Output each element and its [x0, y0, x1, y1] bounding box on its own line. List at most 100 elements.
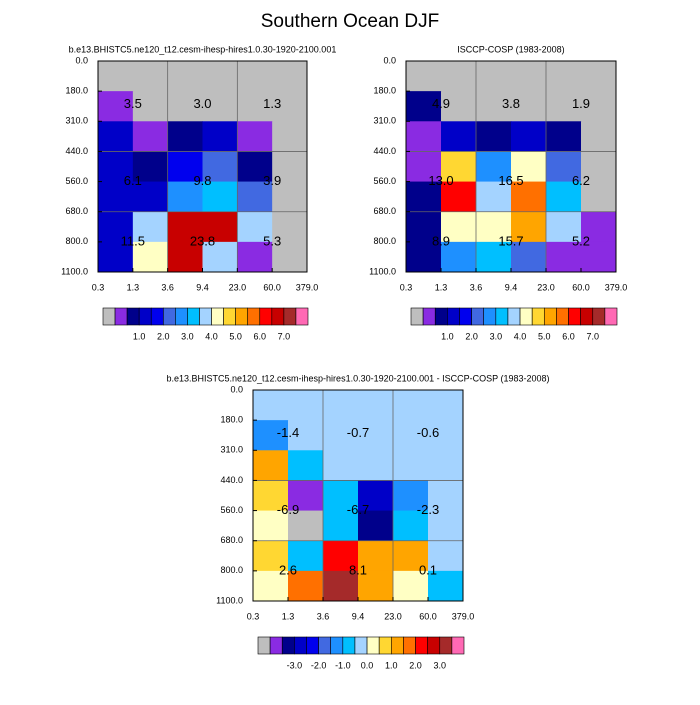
colorbar-box	[162, 307, 176, 326]
block-total: -6.7	[347, 502, 369, 517]
cell	[393, 510, 429, 542]
colorbar-box	[447, 307, 460, 326]
colorbar-box	[556, 307, 569, 326]
cell	[132, 121, 169, 152]
colorbar-label: 2.0	[465, 331, 478, 341]
colorbar-box	[568, 307, 581, 326]
colorbar-box	[543, 307, 557, 326]
y-tick-label: 180.0	[220, 415, 243, 425]
cell	[441, 211, 477, 243]
colorbar-box	[580, 307, 594, 326]
cell	[288, 450, 324, 481]
cell	[511, 121, 547, 152]
x-tick-label: 379.0	[296, 282, 319, 292]
cell	[428, 450, 464, 481]
colorbar-box	[175, 307, 188, 326]
colorbar-box	[150, 307, 164, 326]
colorbar-box	[199, 307, 212, 326]
x-tick-label: 1.3	[127, 282, 140, 292]
missing-cell	[167, 91, 203, 122]
cell	[323, 510, 359, 542]
cell	[406, 211, 442, 243]
y-tick-label: 680.0	[220, 535, 243, 545]
block-total: 8.1	[349, 562, 367, 577]
cell	[132, 211, 169, 243]
cell	[202, 211, 238, 243]
x-tick-label: 3.6	[161, 282, 174, 292]
missing-cell	[272, 121, 308, 152]
x-tick-label: 3.6	[470, 282, 483, 292]
colorbar-label: -3.0	[287, 660, 303, 670]
cell	[237, 121, 273, 152]
cell	[358, 390, 394, 421]
colorbar-box	[439, 636, 453, 655]
y-tick-label: 560.0	[65, 176, 88, 186]
colorbar-label: 7.0	[278, 331, 291, 341]
missing-cell	[272, 211, 308, 243]
colorbar-label: 4.0	[205, 331, 218, 341]
block-total: 1.9	[572, 96, 590, 111]
colorbar-label: 3.0	[434, 660, 447, 670]
cell	[237, 181, 273, 213]
colorbar-box	[283, 307, 297, 326]
block-total: 4.9	[432, 96, 450, 111]
missing-cell	[476, 61, 512, 92]
colorbar-box	[223, 307, 236, 326]
cell	[167, 211, 203, 243]
colorbar-label: 6.0	[562, 331, 575, 341]
cell	[98, 151, 134, 183]
panel-title: b.e13.BHISTC5.ne120_t12.cesm-ihesp-hires…	[69, 44, 337, 54]
cell	[406, 151, 442, 183]
figure-title: Southern Ocean DJF	[261, 11, 439, 32]
colorbar-box	[459, 307, 472, 326]
colorbar-box	[354, 636, 368, 655]
missing-cell	[132, 61, 169, 92]
cell	[476, 151, 512, 183]
colorbar-box	[269, 636, 283, 655]
x-tick-label: 0.3	[400, 282, 413, 292]
block-total: 3.0	[193, 96, 211, 111]
y-tick-label: 310.0	[220, 445, 243, 455]
colorbar-box	[306, 636, 319, 655]
block-total: 23.8	[190, 233, 215, 248]
colorbar-box	[247, 307, 261, 326]
cell	[98, 241, 134, 273]
y-tick-label: 180.0	[65, 86, 88, 96]
cell	[167, 241, 203, 273]
cell	[358, 510, 394, 542]
cell	[546, 241, 582, 273]
block-total: 3.8	[502, 96, 520, 111]
colorbar-box	[604, 307, 618, 326]
x-tick-label: 0.3	[92, 282, 105, 292]
cell	[167, 151, 203, 183]
x-tick-label: 9.4	[196, 282, 209, 292]
colorbar-box	[138, 307, 152, 326]
x-tick-label: 3.6	[317, 611, 330, 621]
colorbar-box	[366, 636, 380, 655]
x-tick-label: 60.0	[419, 611, 437, 621]
x-tick-label: 1.3	[282, 611, 295, 621]
cell	[441, 241, 477, 273]
colorbar-box	[187, 307, 200, 326]
cell	[237, 151, 273, 183]
cell	[581, 211, 617, 243]
cell	[237, 211, 273, 243]
missing-cell	[581, 181, 617, 213]
colorbar-label: 7.0	[587, 331, 600, 341]
block-total: 5.2	[572, 233, 590, 248]
missing-cell	[272, 241, 308, 273]
colorbar-box	[114, 307, 128, 326]
missing-cell	[237, 91, 273, 122]
colorbar-box	[235, 307, 249, 326]
cell	[406, 241, 442, 273]
cell	[288, 540, 324, 572]
colorbar-box	[451, 636, 465, 655]
colorbar-box	[507, 307, 521, 326]
colorbar-box	[295, 307, 309, 326]
missing-cell	[581, 151, 617, 183]
missing-cell	[441, 61, 477, 92]
x-tick-label: 0.3	[247, 611, 260, 621]
colorbar-box	[294, 636, 307, 655]
cell	[441, 121, 477, 152]
missing-cell	[476, 91, 512, 122]
